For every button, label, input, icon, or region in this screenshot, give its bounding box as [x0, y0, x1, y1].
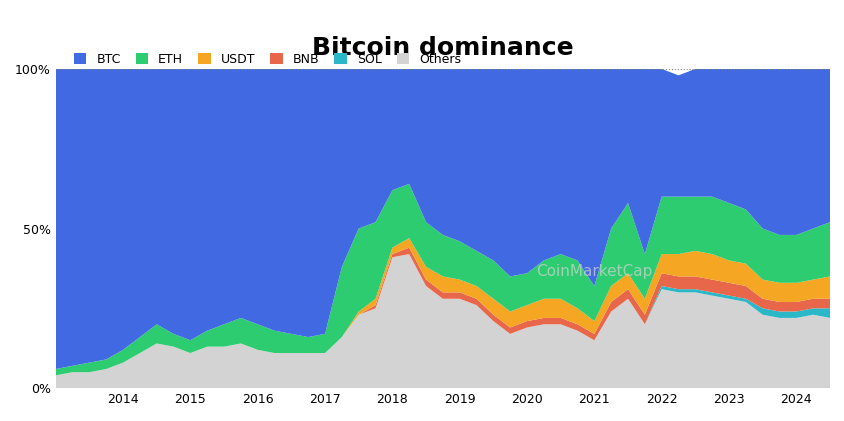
Text: CoinMarketCap: CoinMarketCap [535, 264, 652, 280]
Legend: BTC, ETH, USDT, BNB, SOL, Others: BTC, ETH, USDT, BNB, SOL, Others [73, 53, 461, 66]
Title: Bitcoin dominance: Bitcoin dominance [311, 36, 573, 60]
